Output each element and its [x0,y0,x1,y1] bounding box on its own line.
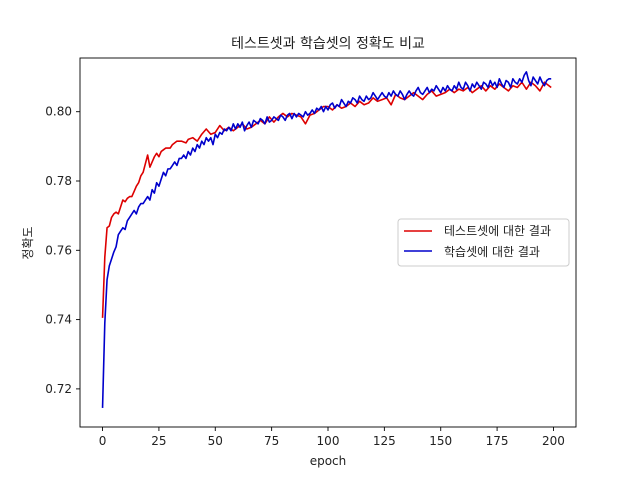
y-tick-label: 0.78 [45,174,72,188]
x-tick-label: 75 [264,434,279,448]
legend: 테스트셋에 대한 결과 학습셋에 대한 결과 [397,218,570,267]
x-tick-label: 25 [151,434,166,448]
x-tick-label: 125 [373,434,396,448]
y-axis-ticks: 0.72 0.74 0.76 0.78 0.80 [45,105,80,396]
y-axis-label: 정확도 [21,226,35,259]
x-tick-label: 200 [542,434,565,448]
x-axis-label: epoch [310,454,347,468]
x-tick-label: 0 [99,434,107,448]
legend-label-test: 테스트셋에 대한 결과 [444,224,551,238]
x-tick-label: 50 [208,434,223,448]
x-axis-ticks: 0 25 50 75 100 125 150 175 200 [99,427,565,448]
plot-lines [101,71,552,408]
test-accuracy-line [101,81,552,318]
x-tick-label: 175 [486,434,509,448]
y-tick-label: 0.80 [45,105,72,119]
y-tick-label: 0.74 [45,313,72,327]
train-accuracy-line [101,71,552,408]
chart-title: 테스트셋과 학습셋의 정확도 비교 [231,36,425,52]
plot-area-frame [79,57,577,428]
x-tick-label: 150 [429,434,452,448]
legend-label-train: 학습셋에 대한 결과 [444,245,540,259]
y-tick-label: 0.72 [45,382,72,396]
legend-box [397,218,570,267]
y-tick-label: 0.76 [45,243,72,257]
x-tick-label: 100 [317,434,340,448]
